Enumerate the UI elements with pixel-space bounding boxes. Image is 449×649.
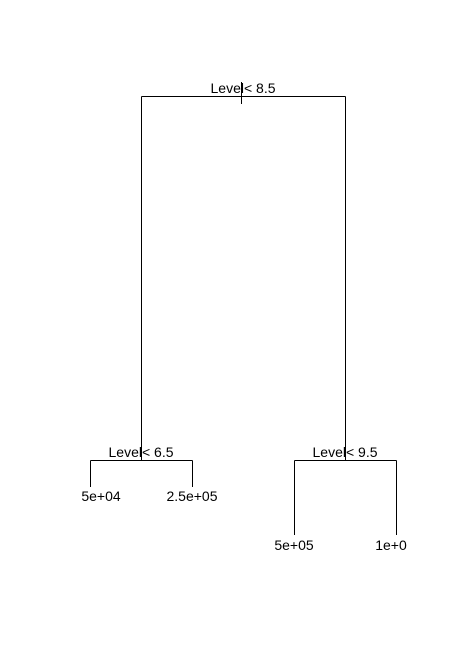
leaf-left-right: 2.5e+05	[167, 488, 218, 504]
leaf-left-left: 5e+04	[81, 488, 121, 504]
root-split-node: Level< 8.5	[141, 80, 346, 461]
leaf-right-right: 1e+0	[375, 537, 407, 553]
left-split-label: Level< 6.5	[109, 444, 174, 460]
right-split-label: Level< 9.5	[313, 444, 378, 460]
left-split-node: Level< 6.5	[90, 444, 193, 487]
leaf-right-left: 5e+05	[274, 537, 314, 553]
root-split-label: Level< 8.5	[211, 80, 276, 96]
right-split-node: Level< 9.5	[294, 444, 397, 535]
